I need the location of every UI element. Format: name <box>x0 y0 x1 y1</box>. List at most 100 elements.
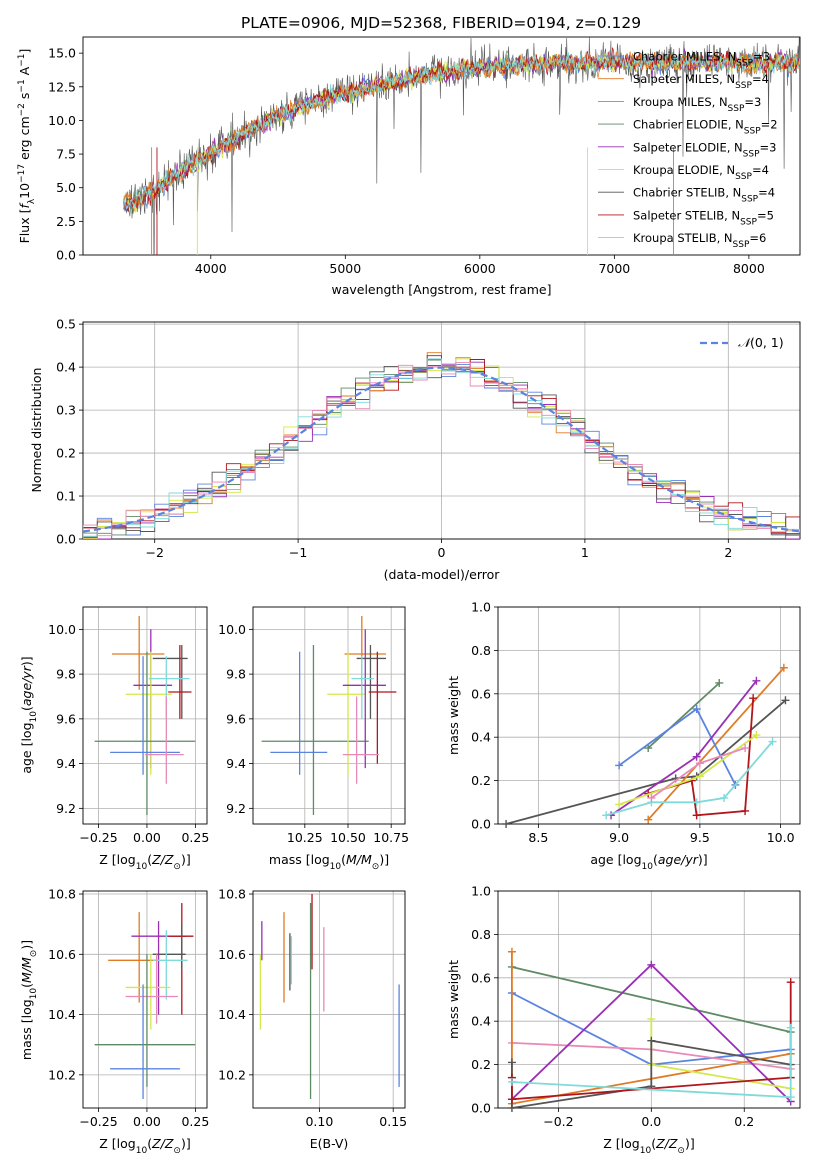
weight-marker <box>741 744 750 753</box>
error-bar-point <box>125 954 178 1024</box>
y-tick-label: 10.6 <box>218 947 246 962</box>
y-tick-label: 10.4 <box>48 1007 76 1022</box>
x-tick-label: 0.15 <box>379 1114 407 1129</box>
weight-lines <box>507 947 795 1112</box>
y-tick-label: 10.0 <box>48 113 76 128</box>
y-tick-label: 0.6 <box>471 686 491 701</box>
y-tick-label: 9.4 <box>56 756 76 771</box>
error-bar-point <box>168 645 192 719</box>
age-vs-z-xlabel: Z [log10(Z/Z⊙)] <box>99 852 190 872</box>
weight-marker <box>781 696 790 705</box>
figure-title: PLATE=0906, MJD=52368, FIBERID=0194, z=0… <box>241 14 641 32</box>
weight-marker <box>720 793 729 802</box>
mass_vs_Z-panel: −0.25 0.00 0.25 10.2 10.4 10.6 10.8 Z [log10(Z/… <box>19 887 209 1156</box>
spectrum-lines <box>123 37 800 255</box>
error-bar-point <box>368 651 397 764</box>
legend-entry: Salpeter MILES, NSSP=4 <box>633 72 769 91</box>
y-tick-label: 9.6 <box>226 711 246 726</box>
weight-series <box>647 667 785 821</box>
weight-lines <box>502 663 790 828</box>
weight-marker <box>695 759 704 768</box>
x-tick-label: 10.75 <box>373 830 409 845</box>
x-tick-label: 0.25 <box>181 830 209 845</box>
weight-series <box>610 680 758 817</box>
spectrum-panel: 4000 5000 6000 7000 8000 0.0 2.5 5.0 7.5 10.0 12.5… <box>17 36 801 297</box>
y-tick-label: 10.8 <box>48 887 76 902</box>
weight-marker <box>768 737 777 746</box>
y-tick-label: 0.2 <box>56 446 76 461</box>
error-bar-point <box>356 645 386 719</box>
x-tick-label: 0.2 <box>734 1114 754 1129</box>
error-bar-point <box>351 656 374 719</box>
weight-marker <box>692 811 701 820</box>
mass_vs_ebv-panel: 0.10 0.15 10.2 10.4 10.6 10.8 E(B-V) <box>218 887 407 1151</box>
error-bars <box>261 615 397 816</box>
x-tick-label: 0 <box>438 545 446 560</box>
y-tick-label: 10.2 <box>48 1067 76 1082</box>
weight-marker <box>507 1104 516 1112</box>
weight-marker <box>786 1023 795 1032</box>
axes-frame <box>252 606 406 825</box>
weight-marker <box>647 1015 656 1024</box>
age_vs_Z-panel: −0.25 0.00 0.25 9.2 9.4 9.6 9.8 10.0 Z [log10(Z/… <box>19 606 209 872</box>
error-bar-point <box>152 645 188 719</box>
spectrum-series-kroupa-stelib <box>123 51 800 211</box>
y-tick-label: 0.1 <box>56 489 76 504</box>
x-tick-label: 4000 <box>195 261 227 276</box>
spectrum-legend: Chabrier MILES, NSSP=3 Salpeter MILES, NS… <box>598 50 778 250</box>
weight-marker <box>644 744 653 753</box>
x-tick-label: 1 <box>581 545 589 560</box>
x-tick-label: 0.0 <box>641 1114 661 1129</box>
weight-series <box>511 966 791 1033</box>
y-tick-label: 0.5 <box>56 317 76 332</box>
x-tick-label: 8.5 <box>528 830 548 845</box>
y-tick-label: 0.6 <box>471 970 491 985</box>
error-bar-point <box>125 954 171 1030</box>
y-tick-label: 10.6 <box>48 947 76 962</box>
y-tick-label: 0.3 <box>56 403 76 418</box>
x-tick-label: 9.0 <box>609 830 629 845</box>
weight-marker <box>502 820 511 828</box>
weight-marker <box>507 1058 516 1067</box>
x-tick-label: 0.00 <box>133 830 161 845</box>
mass-vs-z-xlabel: Z [log10(Z/Z⊙)] <box>99 1136 190 1156</box>
legend-entry: Chabrier MILES, NSSP=3 <box>633 50 770 69</box>
y-tick-label: 9.4 <box>226 756 246 771</box>
x-tick-label: 2 <box>724 545 732 560</box>
x-tick-label: −0.2 <box>543 1114 573 1129</box>
x-tick-label: 10.50 <box>330 830 366 845</box>
y-tick-label: 0.0 <box>56 248 76 263</box>
axes-frame <box>252 890 406 1109</box>
legend-entry: 𝒩(0, 1) <box>738 335 784 350</box>
weight-marker <box>741 806 750 815</box>
error-bar-point <box>261 645 369 816</box>
weight-series <box>505 699 787 825</box>
weight-marker <box>692 798 701 807</box>
axes-frame <box>497 890 801 1109</box>
weight-marker <box>647 960 656 969</box>
legend-entry: Kroupa STELIB, NSSP=6 <box>633 231 766 250</box>
weight-marker <box>752 731 761 740</box>
error-bars <box>94 903 196 1099</box>
y-tick-label: 7.5 <box>56 147 76 162</box>
y-tick-label: 0.4 <box>56 360 76 375</box>
error-bar-point <box>110 656 180 775</box>
y-tick-label: 0.4 <box>471 1014 491 1029</box>
x-tick-label: 0.10 <box>305 1114 333 1129</box>
y-tick-label: 9.8 <box>56 667 76 682</box>
x-tick-label: 9.5 <box>690 830 710 845</box>
error-bars <box>94 615 196 816</box>
axes-frame <box>497 606 801 825</box>
error-bar-point <box>125 651 173 775</box>
weight-marker <box>749 694 758 703</box>
mass-vs-ebv-xlabel: E(B-V) <box>310 1136 349 1151</box>
y-tick-label: 10.0 <box>218 622 246 637</box>
y-tick-label: 10.4 <box>218 1007 246 1022</box>
weight-marker <box>692 752 701 761</box>
y-tick-label: 10.8 <box>218 887 246 902</box>
x-tick-label: 0.25 <box>181 1114 209 1129</box>
mass_weight_vs_Z-panel: −0.2 0.0 0.2 0.0 0.2 0.4 0.6 0.8 1.0 mass weight Z… <box>446 884 801 1156</box>
weight-marker <box>615 761 624 770</box>
weight-marker <box>752 676 761 685</box>
error-bar-point <box>152 924 186 970</box>
